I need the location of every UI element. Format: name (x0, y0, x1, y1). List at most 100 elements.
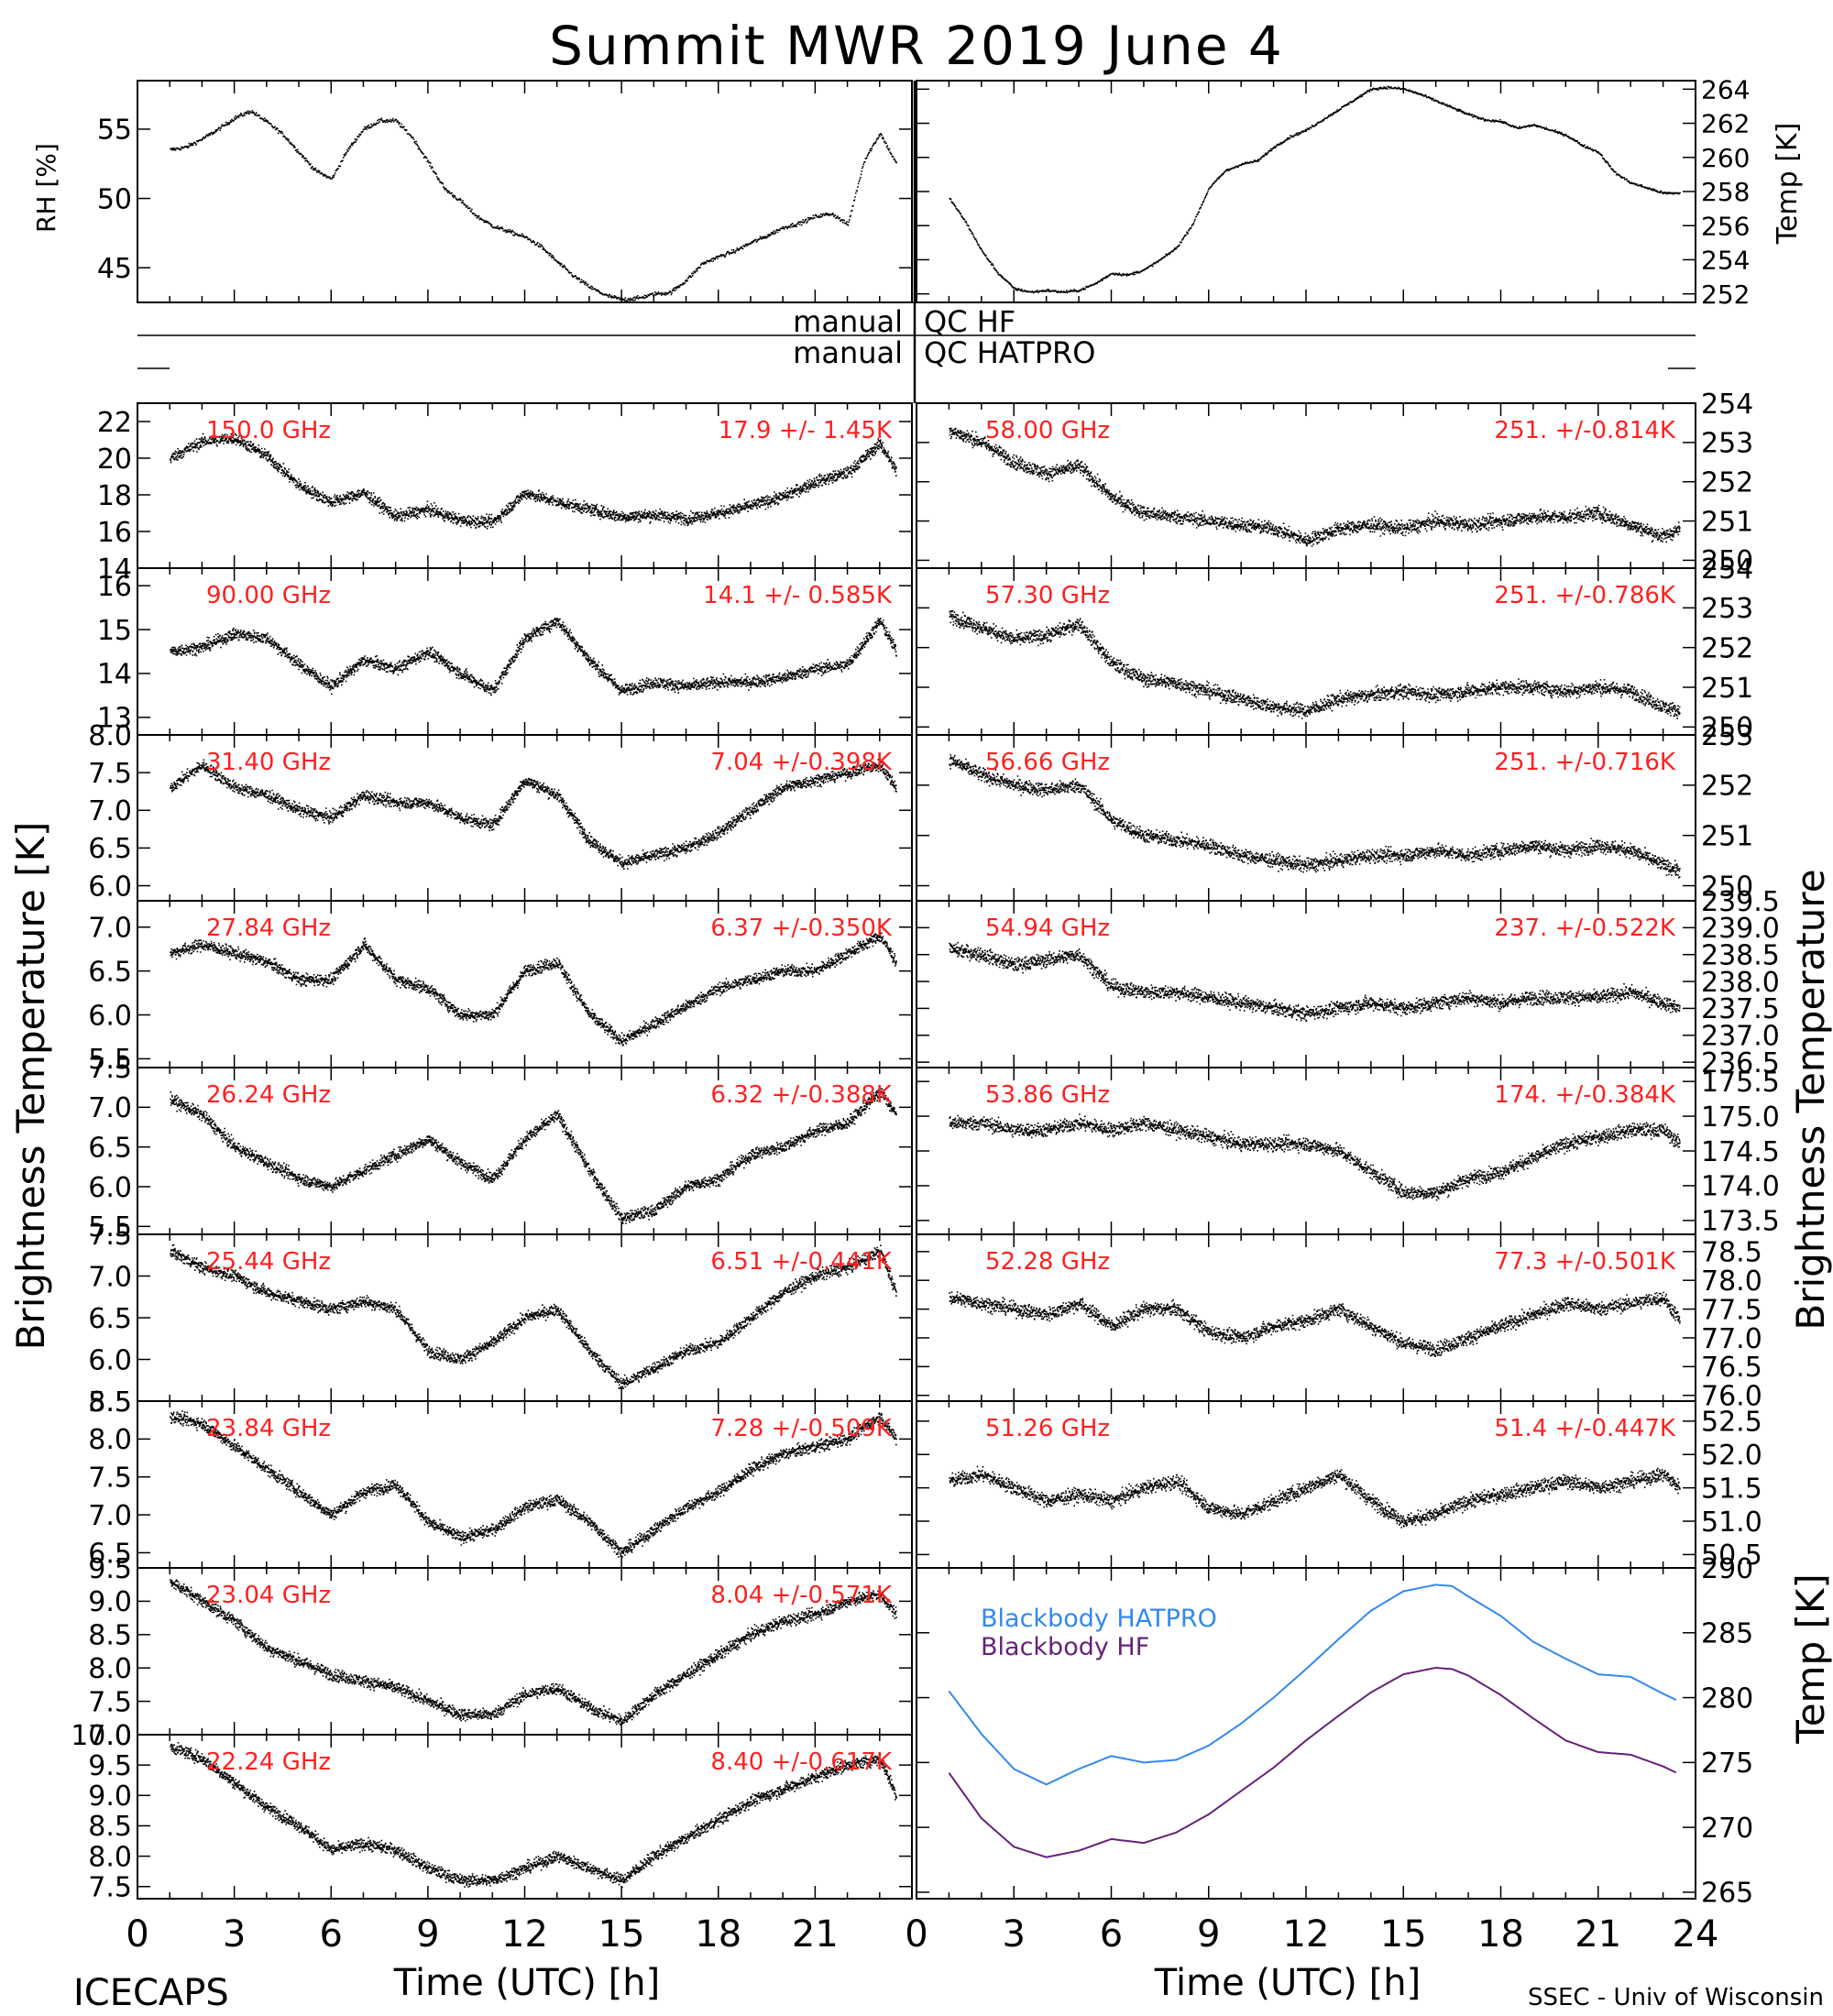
25.44-stat-label: 6.51 +/-0.441K (710, 1248, 893, 1276)
90.00-ytick-label: 16 (97, 571, 132, 603)
23.04-series (170, 1579, 897, 1726)
23.04-ytick-label: 9.5 (88, 1553, 132, 1585)
26.24-ytick-label: 6.0 (88, 1172, 132, 1204)
25.44-ytick-label: 7.0 (88, 1261, 132, 1293)
31.40-freq-label: 31.40 GHz (206, 749, 331, 776)
56.66-series (949, 753, 1681, 879)
23.04-ytick-label: 8.0 (88, 1653, 132, 1685)
31.40-stat-label: 7.04 +/-0.398K (710, 749, 893, 776)
x-axis-label-left: Time (UTC) [h] (393, 1962, 660, 2004)
26.24-stat-label: 6.32 +/-0.388K (710, 1081, 893, 1109)
rh-ytick-label: 55 (97, 115, 132, 147)
150.0-ytick-label: 20 (97, 444, 132, 476)
rh-panel-frame (137, 80, 913, 303)
58.00-ytick-label: 254 (1701, 389, 1753, 421)
blackbody-legend-0: Blackbody HATPRO (981, 1605, 1217, 1633)
blackbody-legend-1: Blackbody HF (981, 1633, 1149, 1661)
temp-ytick-label: 264 (1701, 74, 1750, 104)
blackbody-ytick-label: 290 (1701, 1553, 1753, 1585)
blackbody-ytick-label: 265 (1701, 1878, 1753, 1910)
temp-ytick-label: 262 (1701, 109, 1750, 139)
tb-axis-label-right: Brightness Temperature (1788, 869, 1833, 1330)
51.26-ytick-label: 51.5 (1701, 1473, 1762, 1505)
xtick-label-right: 21 (1575, 1913, 1621, 1956)
57.30-ytick-label: 251 (1701, 673, 1753, 705)
xtick-label-left: 9 (416, 1913, 439, 1956)
54.94-ytick-label: 237.0 (1701, 1021, 1780, 1053)
56.66-freq-label: 56.66 GHz (985, 749, 1110, 776)
22.24-stat-label: 8.40 +/-0.617K (710, 1748, 893, 1776)
22.24-ytick-label: 7.5 (88, 1872, 132, 1904)
27.84-ytick-label: 6.5 (88, 956, 132, 988)
31.40-series (170, 759, 897, 870)
53.86-ytick-label: 174.0 (1701, 1171, 1780, 1203)
blackbody-series-1 (948, 1666, 1677, 1858)
53.86-ytick-label: 175.5 (1701, 1067, 1780, 1099)
temp-axis-label: Temp [K] (1772, 123, 1804, 246)
150.0-ytick-label: 16 (97, 517, 132, 549)
23.84-freq-label: 23.84 GHz (206, 1415, 331, 1442)
54.94-series (949, 941, 1681, 1023)
25.44-ytick-label: 5.5 (88, 1386, 132, 1419)
xtick-label-left: 12 (501, 1913, 548, 1956)
150.0-stat-label: 17.9 +/- 1.45K (719, 417, 893, 444)
58.00-ytick-label: 250 (1701, 545, 1753, 577)
56.66-stat-label: 251. +/-0.716K (1494, 749, 1676, 776)
150.0-ytick-label: 22 (97, 407, 132, 439)
xtick-label-left: 18 (695, 1913, 741, 1956)
blackbody-ytick-label: 285 (1701, 1618, 1753, 1650)
blackbody-ytick-label: 270 (1701, 1813, 1753, 1845)
54.94-ytick-label: 236.5 (1701, 1047, 1780, 1079)
25.44-ytick-label: 7.5 (88, 1220, 132, 1252)
53.86-ytick-label: 174.5 (1701, 1136, 1780, 1168)
22.24-freq-label: 22.24 GHz (206, 1748, 331, 1776)
51.26-series (949, 1465, 1681, 1528)
23.84-ytick-label: 8.5 (88, 1386, 132, 1419)
54.94-freq-label: 54.94 GHz (985, 915, 1110, 942)
23.04-ytick-label: 7.0 (88, 1720, 132, 1752)
temp-ytick-label: 258 (1701, 177, 1750, 207)
58.00-ytick-label: 253 (1701, 428, 1753, 460)
52.28-stat-label: 77.3 +/-0.501K (1494, 1248, 1676, 1276)
xtick-label-left: 21 (792, 1913, 839, 1956)
90.00-series (170, 618, 897, 696)
58.00-ytick-label: 252 (1701, 467, 1753, 499)
53.86-ytick-label: 175.0 (1701, 1101, 1780, 1134)
31.40-ytick-label: 8.0 (88, 720, 132, 752)
58.00-series (949, 427, 1681, 547)
xtick-label-right: 15 (1380, 1913, 1427, 1956)
qc-hf-label-manual: manual (793, 304, 903, 339)
52.28-ytick-label: 76.0 (1701, 1381, 1762, 1413)
22.24-series (170, 1742, 897, 1889)
temp-ytick-label: 254 (1701, 246, 1750, 276)
22.24-ytick-label: 10.0 (71, 1720, 132, 1752)
qc-hatpro-label-rest: QC HATPRO (924, 335, 1095, 370)
54.94-ytick-label: 239.5 (1701, 886, 1780, 918)
xtick-label-right: 0 (905, 1913, 927, 1956)
57.30-stat-label: 251. +/-0.786K (1494, 582, 1676, 609)
xtick-label-right: 24 (1673, 1913, 1719, 1956)
blackbody-ytick-label: 275 (1701, 1748, 1753, 1780)
52.28-ytick-label: 76.5 (1701, 1352, 1762, 1384)
58.00-ytick-label: 251 (1701, 506, 1753, 538)
23.04-freq-label: 23.04 GHz (206, 1582, 331, 1609)
23.04-ytick-label: 9.0 (88, 1586, 132, 1618)
rh-axis-label: RH [%] (31, 143, 61, 233)
150.0-series (170, 433, 897, 530)
31.40-ytick-label: 6.0 (88, 871, 132, 903)
26.24-ytick-label: 5.5 (88, 1211, 132, 1244)
51.26-freq-label: 51.26 GHz (985, 1415, 1110, 1442)
56.66-ytick-label: 252 (1701, 771, 1753, 803)
xtick-label-right: 9 (1197, 1913, 1220, 1956)
temp-ytick-label: 256 (1701, 211, 1750, 241)
54.94-ytick-label: 238.5 (1701, 940, 1780, 972)
90.00-ytick-label: 15 (97, 615, 132, 647)
53.86-freq-label: 53.86 GHz (985, 1081, 1110, 1109)
57.30-ytick-label: 253 (1701, 593, 1753, 625)
53.86-ytick-label: 173.5 (1701, 1206, 1780, 1238)
25.44-ytick-label: 6.0 (88, 1344, 132, 1376)
52.28-ytick-label: 78.5 (1701, 1237, 1762, 1269)
27.84-stat-label: 6.37 +/-0.350K (710, 915, 893, 942)
56.66-ytick-label: 251 (1701, 820, 1753, 852)
